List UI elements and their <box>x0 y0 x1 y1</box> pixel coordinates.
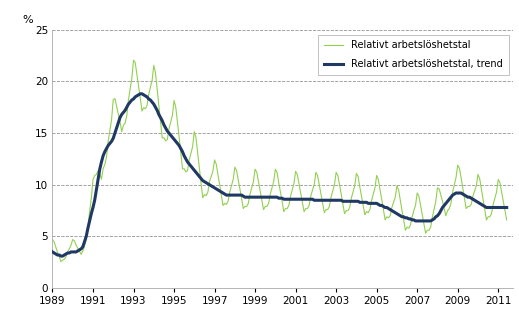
Relativt arbetslöshetstal, trend <box>120 110 127 114</box>
Relativt arbetslöshetstal <box>503 218 510 222</box>
Relativt arbetslöshetstal <box>208 175 214 178</box>
Relativt arbetslöshetstal, trend <box>363 200 370 204</box>
Relativt arbetslöshetstal <box>363 210 370 213</box>
Legend: Relativt arbetslöshetstal, Relativt arbetslöshetstal, trend: Relativt arbetslöshetstal, Relativt arbe… <box>318 35 509 75</box>
Relativt arbetslöshetstal, trend <box>68 250 74 254</box>
Relativt arbetslöshetstal, trend <box>137 92 143 96</box>
Relativt arbetslöshetstal <box>130 58 136 62</box>
Relativt arbetslöshetstal, trend <box>49 250 56 254</box>
Relativt arbetslöshetstal <box>49 238 56 241</box>
Relativt arbetslöshetstal <box>58 260 64 263</box>
Relativt arbetslöshetstal, trend <box>503 206 510 209</box>
Relativt arbetslöshetstal <box>68 243 74 247</box>
Relativt arbetslöshetstal <box>174 120 181 124</box>
Relativt arbetslöshetstal <box>313 170 319 174</box>
Relativt arbetslöshetstal, trend <box>58 254 64 258</box>
Relativt arbetslöshetstal, trend <box>174 142 181 145</box>
Text: %: % <box>22 15 33 25</box>
Relativt arbetslöshetstal, trend <box>208 184 214 188</box>
Relativt arbetslöshetstal, trend <box>313 198 319 202</box>
Relativt arbetslöshetstal <box>120 124 127 127</box>
Line: Relativt arbetslöshetstal, trend: Relativt arbetslöshetstal, trend <box>52 94 507 256</box>
Line: Relativt arbetslöshetstal: Relativt arbetslöshetstal <box>52 60 507 261</box>
